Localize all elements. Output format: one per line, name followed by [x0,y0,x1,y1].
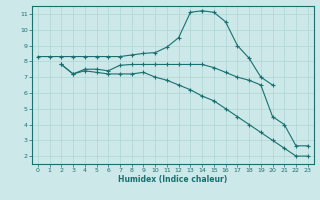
X-axis label: Humidex (Indice chaleur): Humidex (Indice chaleur) [118,175,228,184]
